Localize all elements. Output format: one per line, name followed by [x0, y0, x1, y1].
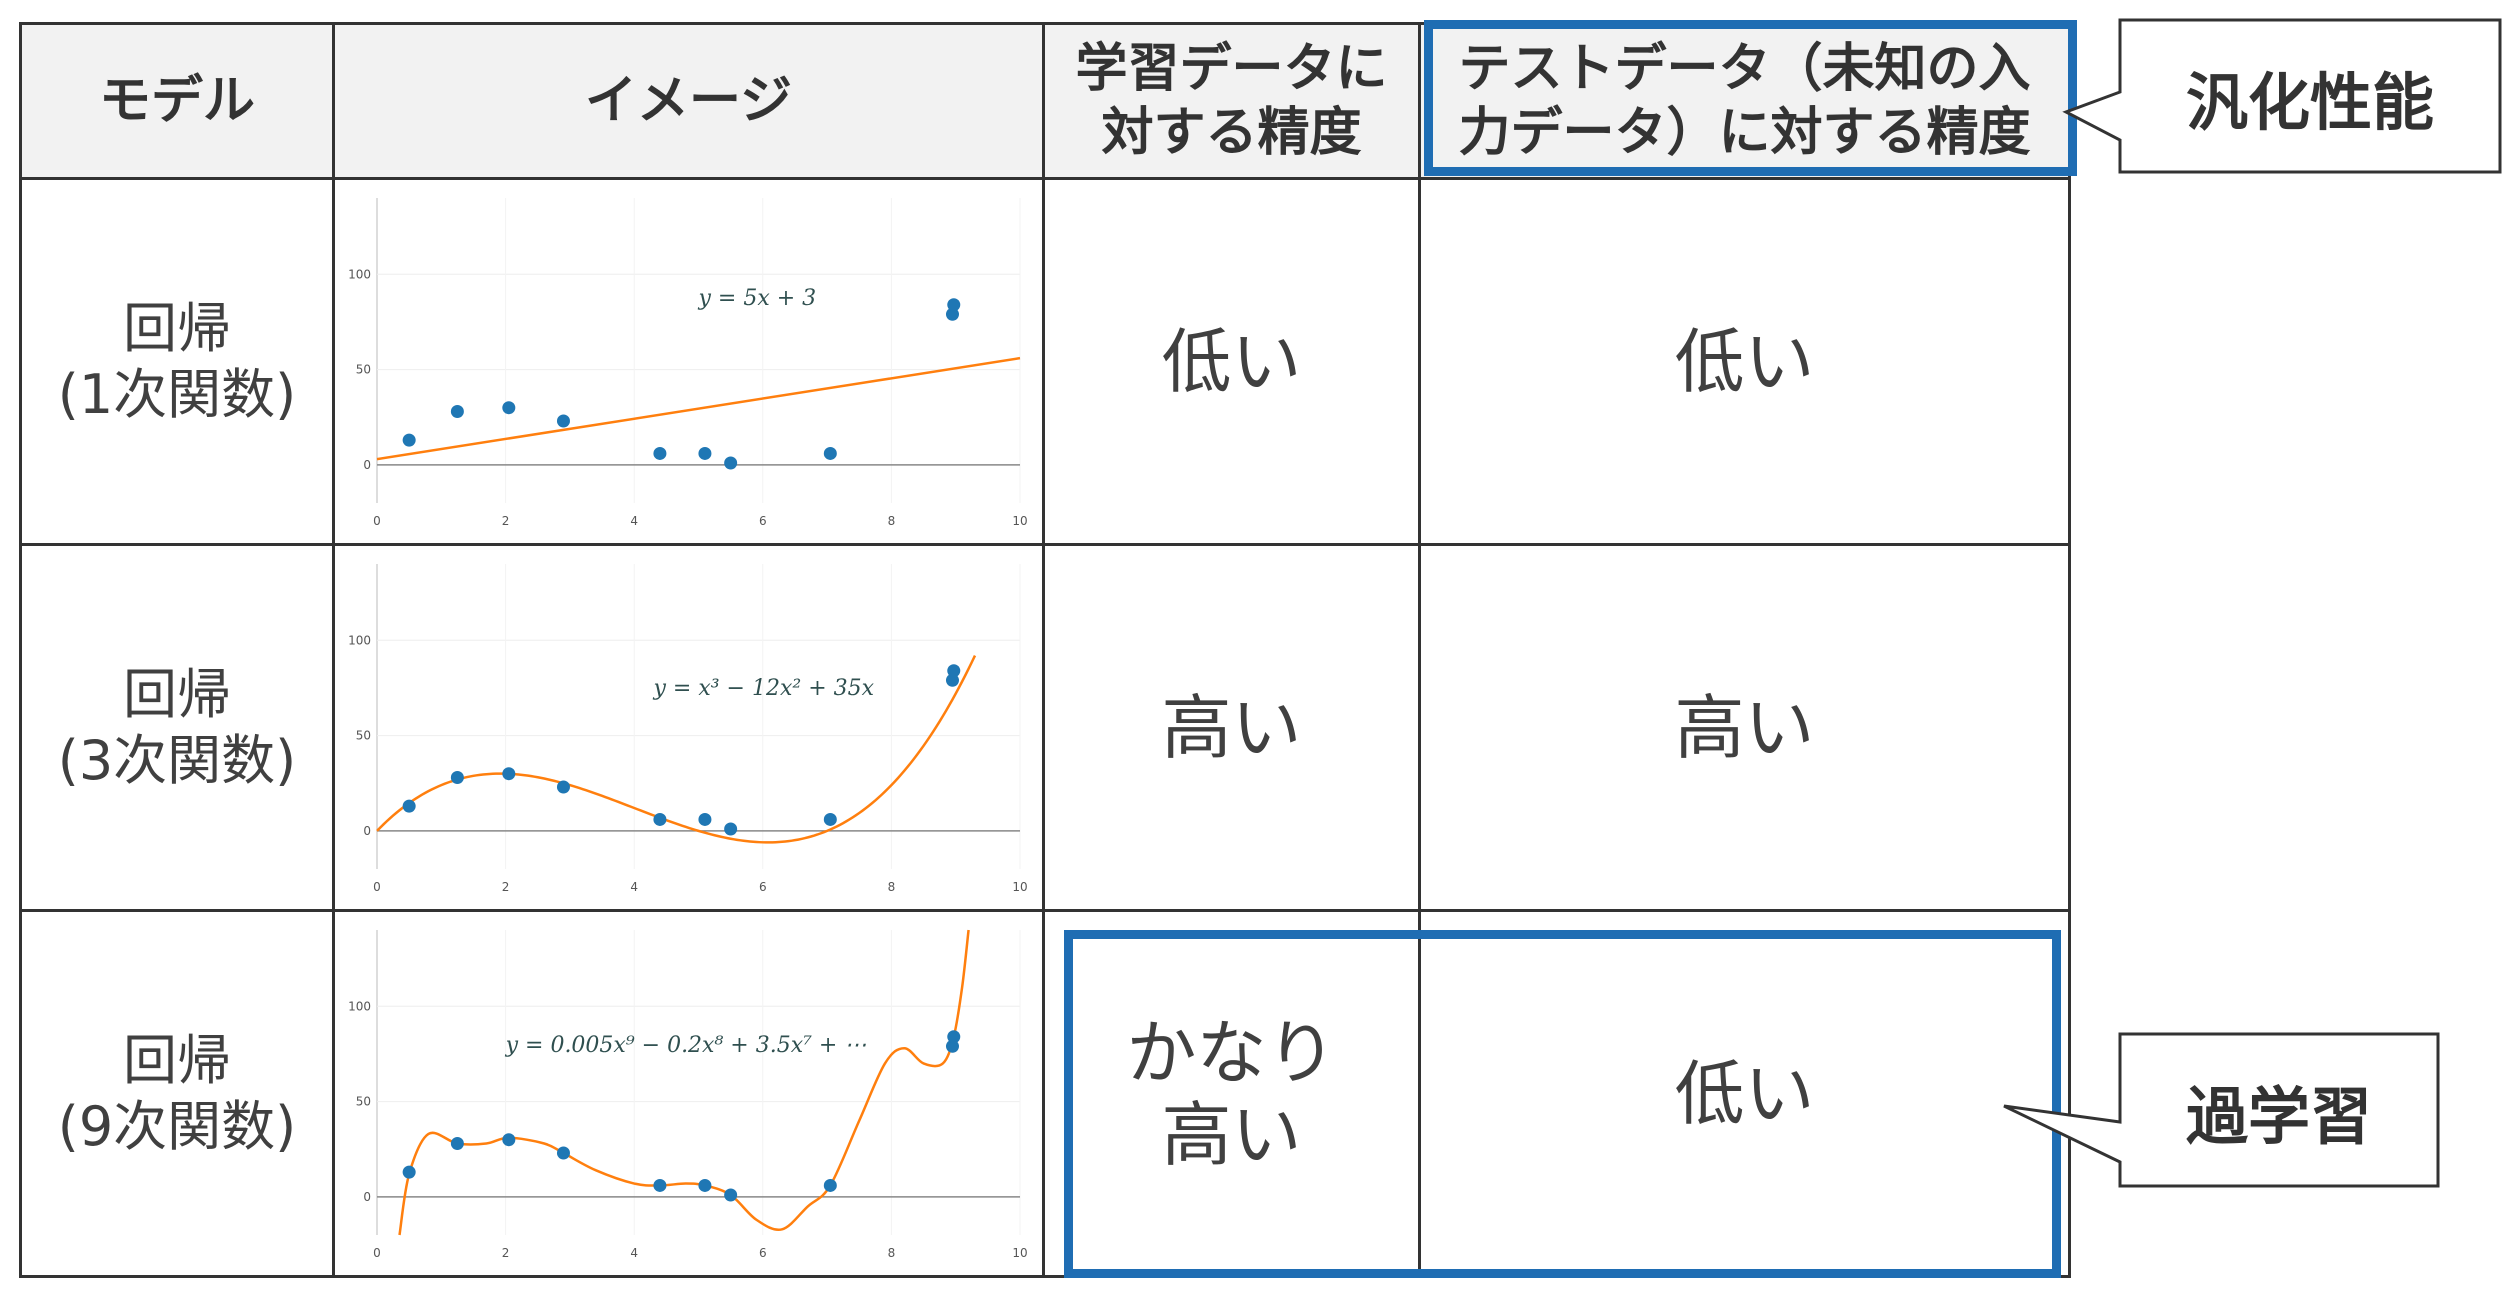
- data-point: [945, 1039, 959, 1053]
- x-tick-label: 10: [1012, 514, 1027, 528]
- linear-regression-chart: 0 50 100 0 2 4 6 8 10 y = 5x + 3: [348, 198, 1028, 528]
- fit-curve: [398, 929, 970, 1236]
- data-point: [724, 456, 738, 470]
- test-accuracy-cell: 低い: [1418, 177, 2071, 546]
- data-point: [945, 673, 959, 687]
- data-point: [556, 1146, 570, 1160]
- x-tick-label: 6: [759, 514, 767, 528]
- x-tick-label: 8: [888, 880, 896, 894]
- image-cell: 0 50 100 0 2 4 6 8 10 y = 0.005x⁹ − 0.2x⁸ + 3.5x⁷…: [332, 909, 1045, 1278]
- data-point: [556, 414, 570, 428]
- data-point: [653, 1178, 667, 1192]
- data-point: [502, 767, 516, 781]
- data-point: [698, 1178, 712, 1192]
- x-tick-label: 0: [373, 514, 381, 528]
- overfitting-label: 過学習: [2185, 1080, 2372, 1153]
- y-tick-label: 0: [363, 458, 371, 472]
- x-tick-label: 0: [373, 1246, 381, 1260]
- model-cell: 回帰 (9次関数): [19, 909, 335, 1278]
- x-tick-label: 4: [630, 1246, 638, 1260]
- table-row: 回帰 (3次関数) 0 50 100 0 2 4 6 8 10 y = x³ − 12x² + 3…: [19, 543, 2071, 912]
- equation-label: y = 0.005x⁹ − 0.2x⁸ + 3.5x⁷ + ⋯: [505, 1033, 867, 1058]
- fit-curve: [376, 356, 1021, 461]
- cubic-regression-chart: 0 50 100 0 2 4 6 8 10 y = x³ − 12x² + 35x: [348, 564, 1028, 894]
- ninth-degree-regression-chart: 0 50 100 0 2 4 6 8 10 y = 0.005x⁹ − 0.2x⁸ + 3.5x⁷…: [348, 929, 1028, 1260]
- data-point: [653, 446, 667, 460]
- data-point: [947, 298, 961, 312]
- y-tick-label: 50: [356, 363, 371, 377]
- x-tick-label: 6: [759, 880, 767, 894]
- train-accuracy-cell: 高い: [1042, 543, 1421, 912]
- data-point: [450, 771, 464, 784]
- data-point: [823, 812, 837, 826]
- generalization-callout: [2062, 18, 2502, 174]
- y-tick-label: 50: [356, 729, 371, 743]
- table-row: 回帰 (1次関数) 0 50 100 0 2 4 6 8 10 y = 5x + 3 低い 低い: [19, 177, 2071, 546]
- train-accuracy-cell: 低い: [1042, 177, 1421, 546]
- comparison-table: モデル イメージ 学習データに 対する精度 テストデータ（未知の入 力データ）に…: [19, 22, 2071, 1278]
- header-image: イメージ: [332, 22, 1045, 180]
- x-tick-label: 2: [502, 514, 510, 528]
- data-point: [556, 780, 570, 794]
- x-tick-label: 0: [373, 880, 381, 894]
- y-tick-label: 100: [348, 633, 371, 647]
- test-accuracy-cell: 低い: [1418, 909, 2071, 1278]
- equation-label: y = 5x + 3: [698, 286, 817, 311]
- test-accuracy-cell: 高い: [1418, 543, 2071, 912]
- x-tick-label: 2: [502, 1246, 510, 1260]
- data-point: [698, 812, 712, 826]
- y-tick-label: 0: [363, 824, 371, 838]
- data-point: [402, 433, 416, 447]
- data-point: [947, 664, 961, 678]
- data-point: [450, 405, 464, 418]
- y-tick-label: 100: [348, 267, 371, 281]
- table-row: 回帰 (9次関数) 0 50 100 0 2 4 6 8 10 y = 0.005x⁹ − 0.2…: [19, 909, 2071, 1278]
- data-point: [653, 812, 667, 826]
- x-tick-label: 10: [1012, 1246, 1027, 1260]
- generalization-label: 汎化性能: [2185, 66, 2434, 139]
- header-model: モデル: [19, 22, 335, 180]
- x-tick-label: 4: [630, 880, 638, 894]
- x-tick-label: 6: [759, 1246, 767, 1260]
- data-point: [450, 1137, 464, 1150]
- header-test-accuracy: テストデータ（未知の入 力データ）に対する精度: [1418, 22, 2071, 180]
- x-tick-label: 8: [888, 1246, 896, 1260]
- data-point: [947, 1030, 961, 1044]
- data-point: [823, 1178, 837, 1192]
- fit-curve: [376, 655, 977, 844]
- train-accuracy-cell: かなり 高い: [1042, 909, 1421, 1278]
- x-tick-label: 4: [630, 514, 638, 528]
- image-cell: 0 50 100 0 2 4 6 8 10 y = 5x + 3: [332, 177, 1045, 546]
- x-tick-label: 2: [502, 880, 510, 894]
- data-point: [724, 822, 738, 836]
- y-tick-label: 50: [356, 1095, 371, 1109]
- data-point: [698, 446, 712, 460]
- data-point: [502, 1133, 516, 1147]
- data-point: [724, 1188, 738, 1202]
- y-tick-label: 0: [363, 1190, 371, 1204]
- image-cell: 0 50 100 0 2 4 6 8 10 y = x³ − 12x² + 35x: [332, 543, 1045, 912]
- model-cell: 回帰 (3次関数): [19, 543, 335, 912]
- x-tick-label: 10: [1012, 880, 1027, 894]
- model-cell: 回帰 (1次関数): [19, 177, 335, 546]
- data-point: [823, 446, 837, 460]
- data-point: [945, 307, 959, 321]
- data-point: [502, 401, 516, 415]
- y-tick-label: 100: [348, 999, 371, 1013]
- equation-label: y = x³ − 12x² + 35x: [652, 676, 874, 701]
- overfitting-callout: [2003, 1032, 2440, 1188]
- header-row: モデル イメージ 学習データに 対する精度 テストデータ（未知の入 力データ）に…: [19, 22, 2071, 180]
- data-point: [402, 1165, 416, 1179]
- header-train-accuracy: 学習データに 対する精度: [1042, 22, 1421, 180]
- x-tick-label: 8: [888, 514, 896, 528]
- data-point: [402, 799, 416, 813]
